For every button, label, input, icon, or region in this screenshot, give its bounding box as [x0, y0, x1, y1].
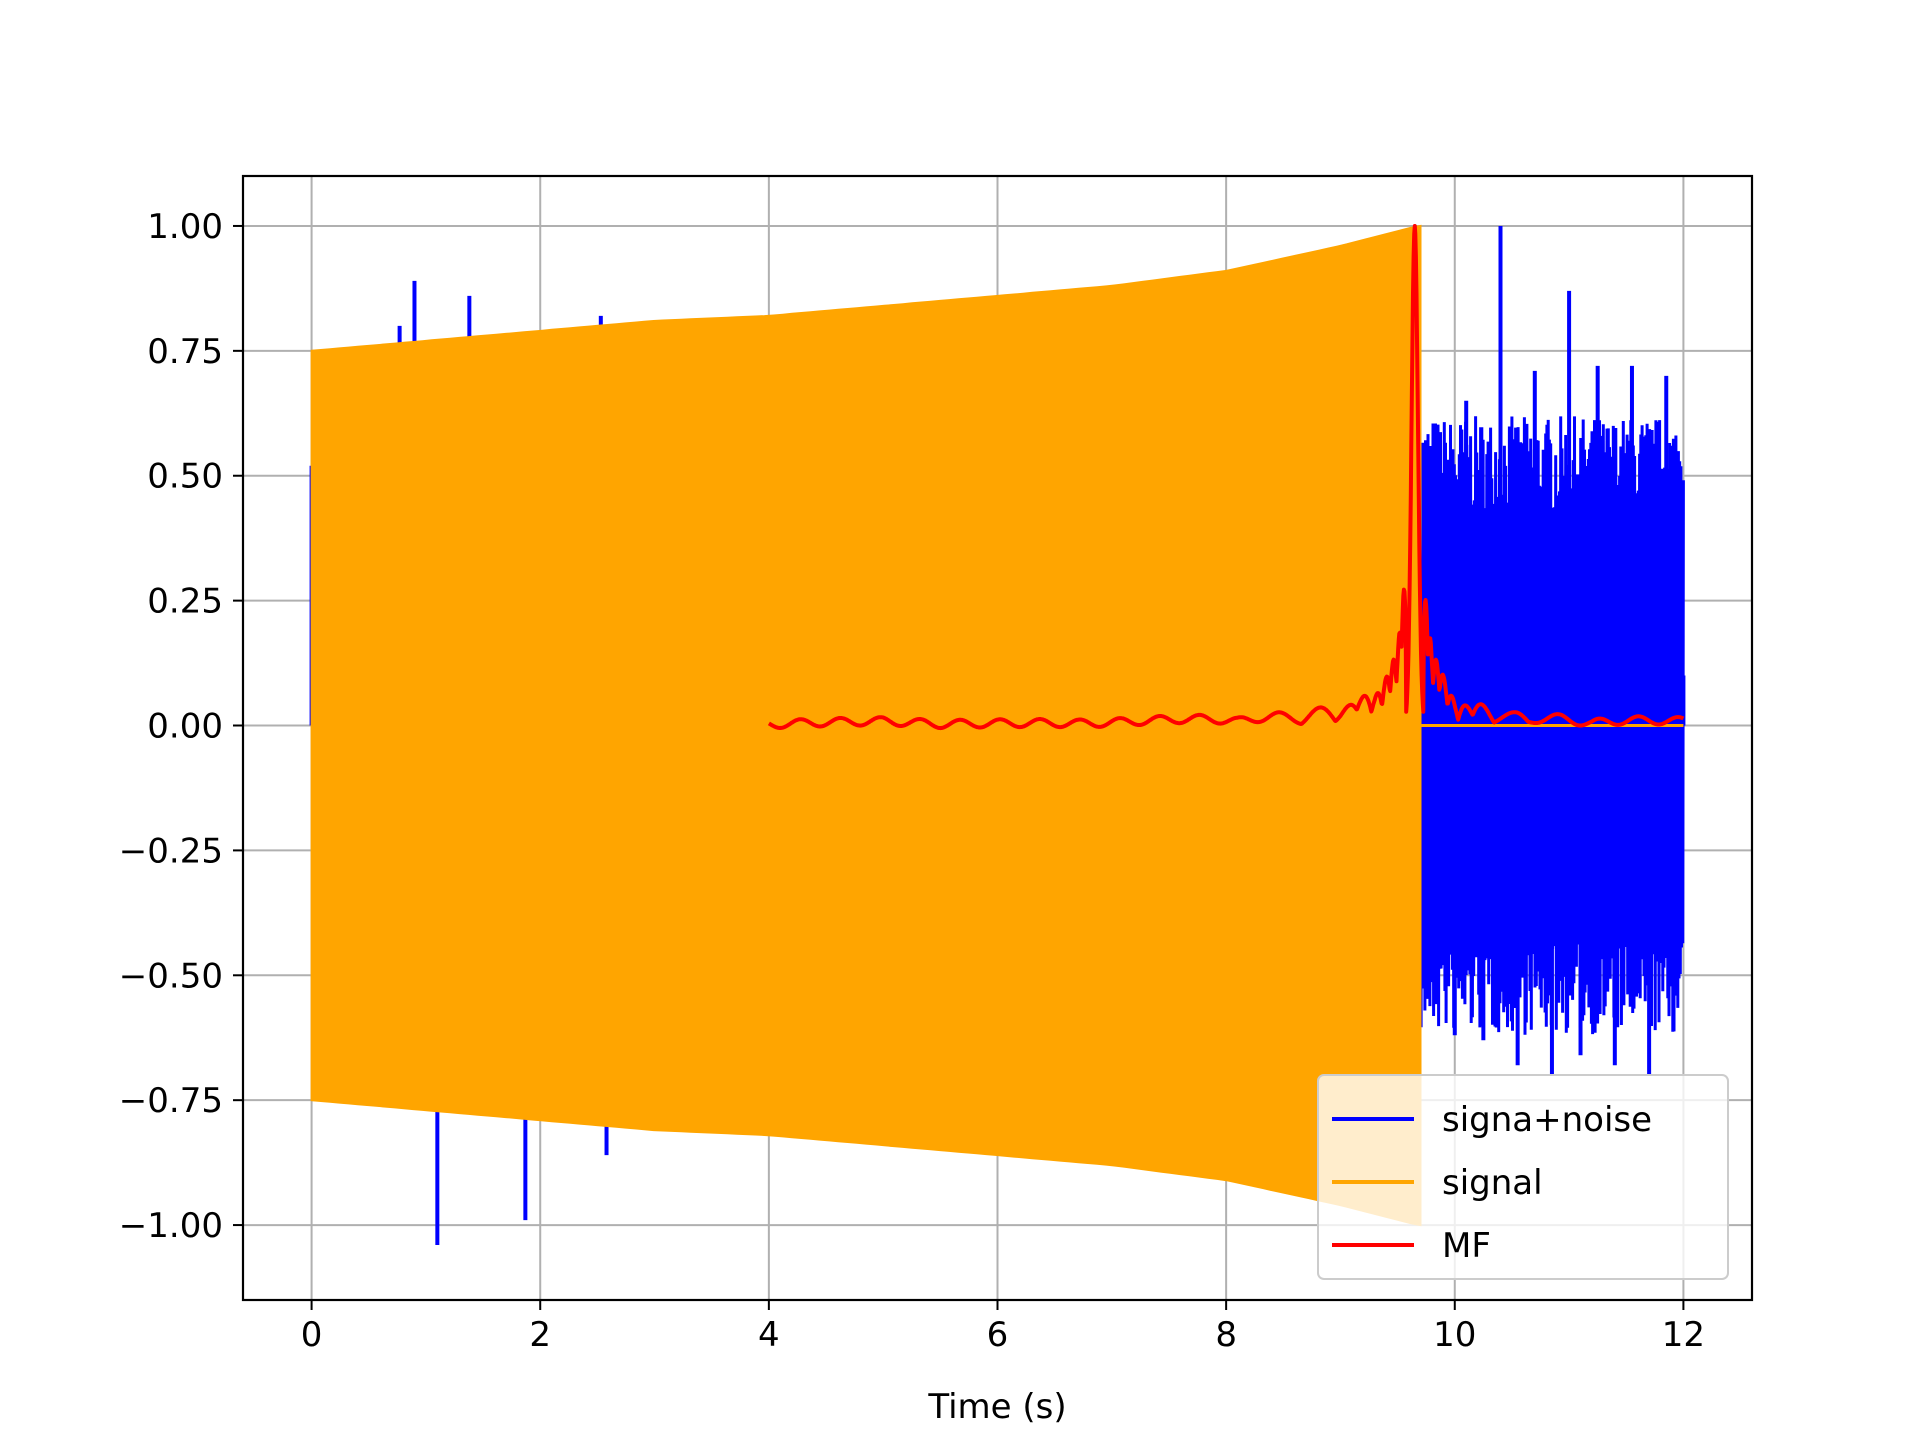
legend-label: signa+noise — [1442, 1100, 1652, 1140]
y-tick-label: 0.75 — [147, 332, 223, 372]
x-tick-label: 6 — [987, 1315, 1009, 1355]
x-tick-label: 2 — [529, 1315, 551, 1355]
y-tick-label: −0.75 — [119, 1081, 223, 1121]
x-axis-label: Time (s) — [927, 1387, 1066, 1427]
x-tick-label: 4 — [758, 1315, 780, 1355]
mf-trace — [767, 224, 1685, 731]
plot-area — [309, 224, 1686, 1246]
y-tick-label: 0.50 — [147, 457, 223, 497]
x-tick-label: 0 — [301, 1315, 323, 1355]
legend-label: signal — [1442, 1163, 1543, 1203]
x-tick-label: 8 — [1215, 1315, 1237, 1355]
series-mf — [767, 224, 1685, 731]
x-tick-label: 12 — [1662, 1315, 1705, 1355]
y-tick-label: 1.00 — [147, 207, 223, 247]
y-tick-label: 0.25 — [147, 582, 223, 622]
y-tick-label: −1.00 — [119, 1206, 223, 1246]
axis-ticks: 0 2 4 6 8 10 12 1.00 0.75 0.50 0.25 0.00 −0.25 −0.50 −… — [119, 207, 1705, 1355]
y-tick-label: 0.00 — [147, 707, 223, 747]
x-tick-label: 10 — [1433, 1315, 1476, 1355]
legend: signa+noise signal MF — [1317, 1074, 1729, 1280]
legend-label: MF — [1442, 1226, 1491, 1266]
legend-box — [1317, 1074, 1729, 1280]
y-tick-label: −0.25 — [119, 831, 223, 871]
y-tick-label: −0.50 — [119, 956, 223, 996]
